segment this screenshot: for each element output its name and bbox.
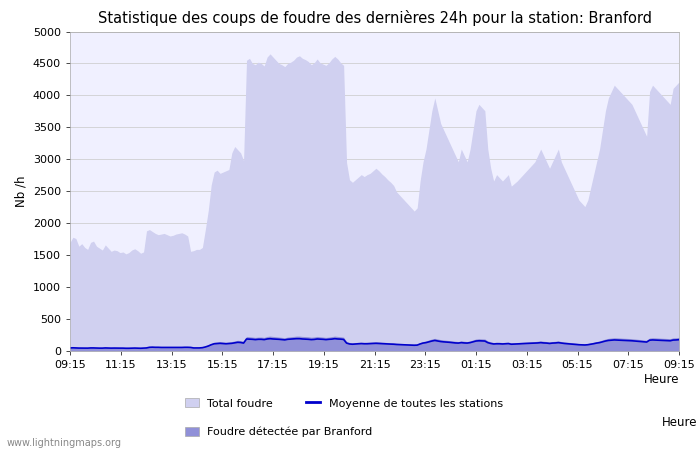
Text: Heure: Heure (662, 416, 697, 429)
Text: Heure: Heure (643, 374, 679, 387)
Legend: Foudre détectée par Branford: Foudre détectée par Branford (186, 427, 372, 437)
Text: www.lightningmaps.org: www.lightningmaps.org (7, 438, 122, 448)
Y-axis label: Nb /h: Nb /h (14, 176, 27, 207)
Title: Statistique des coups de foudre des dernières 24h pour la station: Branford: Statistique des coups de foudre des dern… (97, 10, 652, 26)
